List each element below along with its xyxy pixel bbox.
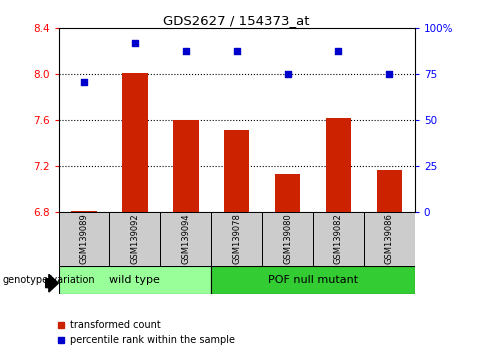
Text: GSM139089: GSM139089 [80, 213, 88, 264]
Bar [211, 266, 415, 294]
Bar [173, 120, 199, 212]
Bar [59, 266, 211, 294]
Legend: transformed count, percentile rank within the sample: transformed count, percentile rank withi… [54, 316, 239, 349]
Bar [313, 212, 364, 266]
Point [386, 72, 393, 77]
Text: GSM139078: GSM139078 [232, 213, 241, 264]
Text: GSM139082: GSM139082 [334, 213, 343, 264]
Title: GDS2627 / 154373_at: GDS2627 / 154373_at [163, 14, 310, 27]
Bar [224, 130, 249, 212]
Bar [364, 212, 415, 266]
Bar [122, 73, 148, 212]
Bar [275, 175, 300, 212]
Bar [211, 212, 262, 266]
FancyArrow shape [46, 274, 59, 292]
Bar [59, 212, 109, 266]
Text: genotype/variation: genotype/variation [2, 275, 95, 285]
Point [233, 48, 241, 54]
Bar [109, 212, 161, 266]
Bar [161, 212, 211, 266]
Text: wild type: wild type [109, 275, 161, 285]
Point [131, 40, 139, 46]
Point [335, 48, 343, 54]
Text: GSM139092: GSM139092 [130, 213, 140, 264]
Text: GSM139094: GSM139094 [181, 213, 190, 264]
Text: GSM139086: GSM139086 [385, 213, 394, 264]
Point [182, 48, 190, 54]
Bar [326, 118, 351, 212]
Text: POF null mutant: POF null mutant [268, 275, 358, 285]
Text: GSM139080: GSM139080 [283, 213, 292, 264]
Point [80, 80, 88, 85]
Bar [262, 212, 313, 266]
Bar [71, 211, 97, 212]
Point [284, 72, 291, 77]
Bar [377, 170, 402, 212]
